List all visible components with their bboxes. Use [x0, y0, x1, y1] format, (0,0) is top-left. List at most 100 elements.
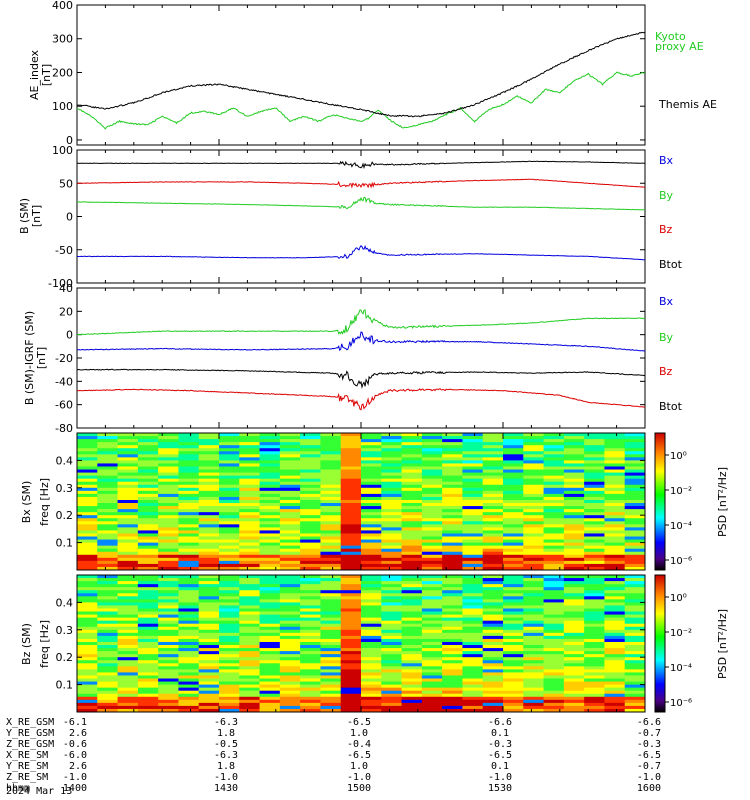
spectrogram-cell — [178, 463, 200, 467]
spectrogram-cell — [381, 648, 402, 652]
spectrogram-cell — [482, 524, 504, 528]
spectrogram-cell — [77, 493, 98, 498]
spectrogram-cell — [158, 469, 179, 473]
spectrogram-cell — [503, 648, 524, 652]
spectrogram-cell — [259, 463, 281, 467]
spectrogram-cell — [361, 481, 382, 486]
spectrogram-cell — [300, 512, 321, 516]
spectrogram-cell — [421, 460, 443, 464]
spectrogram-cell — [442, 551, 463, 556]
spectrogram-cell — [259, 596, 281, 600]
spectrogram-cell — [381, 481, 402, 486]
spectrogram-cell — [137, 699, 159, 704]
spectrogram-cell — [624, 563, 646, 568]
spectrogram-cell — [97, 666, 118, 670]
spectrogram-cell — [401, 696, 423, 701]
spectrogram-cell — [503, 515, 524, 519]
spectrogram-cell — [279, 654, 301, 658]
spectrogram-cell — [259, 654, 281, 658]
spectrogram-cell — [219, 527, 240, 531]
spectrogram-cell — [523, 542, 544, 547]
spectrogram-cell — [381, 539, 402, 543]
spectrogram-cell — [482, 708, 504, 713]
spectrogram-cell — [340, 708, 362, 713]
spectrogram-cell — [239, 593, 260, 597]
spectrogram-cell — [320, 472, 342, 477]
spectrogram-cell — [624, 515, 646, 519]
spectrogram-cell — [340, 563, 362, 568]
spectrogram-cell — [198, 641, 220, 646]
spectrogram-cell — [198, 608, 220, 612]
spectrogram-cell — [97, 509, 118, 513]
spectrogram-cell — [421, 433, 443, 437]
spectrogram-cell — [482, 512, 504, 516]
spectrogram-cell — [300, 669, 321, 673]
spectrogram-cell — [503, 702, 524, 707]
spectrogram-cell — [543, 663, 565, 667]
spectrogram-cell — [624, 654, 646, 658]
spectrogram-cell — [300, 641, 321, 646]
spectrogram-cell — [158, 699, 179, 704]
spectrogram-cell — [543, 705, 565, 710]
spectrogram-cell — [259, 675, 281, 679]
spectrogram-cell — [219, 641, 240, 646]
spectrogram-cell — [239, 632, 260, 637]
spectrogram-cell — [543, 563, 565, 568]
spectrogram-cell — [381, 575, 402, 579]
spectrogram-cell — [462, 521, 484, 525]
spectrogram-cell — [219, 645, 240, 649]
spectrogram-cell — [279, 590, 301, 594]
spectrogram-cell — [523, 539, 544, 543]
spectrogram-cell — [604, 705, 626, 710]
spectrogram-cell — [381, 599, 402, 603]
spectrogram-cell — [259, 499, 281, 504]
spectrogram-cell — [117, 512, 139, 516]
spectrogram-cell — [198, 687, 220, 692]
spectrogram-cell — [340, 457, 362, 461]
spectrogram-cell — [340, 475, 362, 480]
spectrogram-cell — [584, 548, 605, 553]
spectrogram-cell — [279, 512, 301, 516]
spectrogram-cell — [137, 620, 159, 625]
spectrogram-cell — [239, 475, 260, 480]
spectrogram-cell — [624, 681, 646, 685]
spectrogram-cell — [279, 539, 301, 543]
spectrogram-cell — [178, 645, 200, 649]
spectrogram-cell — [421, 469, 443, 473]
spectrogram-cell — [624, 560, 646, 565]
spectrogram-cell — [320, 605, 342, 609]
spectrogram-cell — [584, 684, 605, 689]
spectrogram-cell — [300, 518, 321, 522]
spectrogram-cell — [198, 503, 220, 507]
spectrogram-cell — [300, 632, 321, 637]
spectrogram-cell — [624, 608, 646, 612]
spectrogram-cell — [381, 533, 402, 537]
spectrogram-cell — [97, 503, 118, 507]
spectrogram-cell — [320, 554, 342, 559]
spectrogram-cell — [219, 445, 240, 449]
spectrogram-cell — [624, 530, 646, 534]
spectrogram-cell — [340, 651, 362, 655]
spectrogram-cell — [482, 684, 504, 689]
spectrogram-cell — [421, 466, 443, 470]
spectrogram-cell — [482, 593, 504, 597]
spectrogram-cell — [503, 638, 524, 643]
spectrogram-cell — [77, 457, 98, 461]
spectrogram-cell — [563, 608, 585, 612]
spectrogram-cell — [279, 605, 301, 609]
spectrogram-cell — [300, 684, 321, 689]
spectrogram-cell — [624, 635, 646, 640]
spectrogram-cell — [259, 521, 281, 525]
series-line-bz — [76, 368, 646, 389]
spectrogram-cell — [604, 617, 626, 622]
spectrogram-cell — [442, 439, 463, 443]
spectrogram-cell — [584, 641, 605, 646]
spectrogram-cell — [421, 557, 443, 562]
spectrogram-cell — [117, 527, 139, 531]
spectrogram-cell — [462, 530, 484, 534]
spectrogram-cell — [462, 575, 484, 579]
spectrogram-cell — [503, 675, 524, 679]
spectrogram-cell — [421, 708, 443, 713]
spectrogram-cell — [421, 602, 443, 606]
